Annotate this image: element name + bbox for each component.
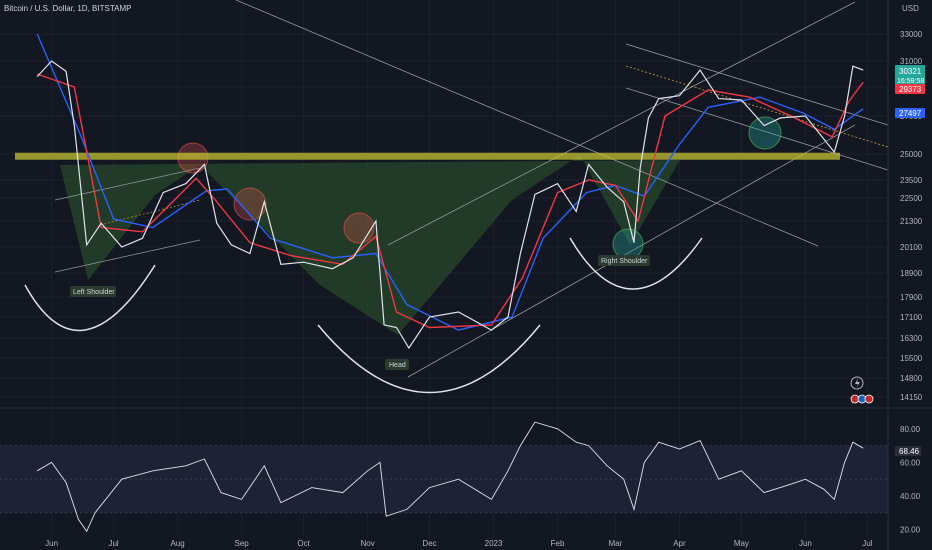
head-arc[interactable] xyxy=(317,324,541,394)
time-axis[interactable]: Jun Jul Aug Sep Oct Nov Dec 2023 Feb Mar Apr May Jun… xyxy=(45,539,873,548)
slow-ma-tag-box xyxy=(895,108,925,118)
annotation-left-shoulder[interactable]: Left Shoulder xyxy=(70,286,116,297)
neckline-zone[interactable] xyxy=(15,152,840,160)
rsi-tick-label: 60.00 xyxy=(900,458,921,467)
trend-line-1[interactable] xyxy=(235,0,819,247)
lightning-icon[interactable] xyxy=(850,376,864,390)
price-tick-label: 23500 xyxy=(900,176,923,185)
highlight-circle-5[interactable] xyxy=(748,116,782,150)
time-tick-label: Jun xyxy=(799,539,812,548)
time-tick-label: May xyxy=(734,539,749,548)
bar-countdown: 16:59:58 xyxy=(897,78,924,85)
price-tick-label: 15500 xyxy=(900,354,923,363)
channel-midline[interactable] xyxy=(625,65,889,148)
slow-ma-line xyxy=(36,33,864,331)
price-tick-label: 25000 xyxy=(900,150,923,159)
annotation-left-shoulder-box xyxy=(70,286,116,297)
rsi-axis[interactable]: 20.00 40.00 60.00 80.00 xyxy=(900,425,921,535)
price-tick-label: 33000 xyxy=(900,30,923,39)
last-price-tag-box xyxy=(895,65,925,85)
left-shoulder-channel-top[interactable] xyxy=(54,167,201,201)
time-tick-label: Mar xyxy=(609,539,623,548)
left-shoulder-arc[interactable] xyxy=(24,264,156,332)
annotation-left-shoulder-text: Left Shoulder xyxy=(73,289,115,296)
time-tick-label: Jul xyxy=(108,539,118,548)
time-tick-label: Nov xyxy=(360,539,374,548)
annotation-right-shoulder-box xyxy=(598,255,650,266)
rsi-tick-label: 20.00 xyxy=(900,526,921,535)
price-tick-label: 17100 xyxy=(900,313,923,322)
fast-ma-line xyxy=(36,73,864,329)
highlight-circle-3[interactable] xyxy=(343,212,375,244)
time-tick-label: Feb xyxy=(551,539,565,548)
time-tick-label: Dec xyxy=(422,539,436,548)
rsi-reference-lines xyxy=(0,445,888,514)
flag-icons[interactable] xyxy=(850,394,874,404)
trend-line-3[interactable] xyxy=(407,124,856,378)
slow-ma-value: 27497 xyxy=(899,109,922,118)
highlight-circle-2[interactable] xyxy=(233,187,267,221)
trend-line-2[interactable] xyxy=(387,1,856,246)
time-tick-label: 2023 xyxy=(485,539,503,548)
price-tick-label: 14150 xyxy=(900,393,923,402)
drawing-layer[interactable] xyxy=(24,0,889,394)
flag-icon-3 xyxy=(864,394,874,404)
price-tick-label: 16300 xyxy=(900,334,923,343)
price-tick-label: 17900 xyxy=(900,293,923,302)
annotation-right-shoulder-text: Right Shoulder xyxy=(601,258,648,265)
price-tick-label: 22500 xyxy=(900,194,923,203)
fast-ma-tag: 29373 xyxy=(895,84,925,94)
price-tick-label: 20100 xyxy=(900,243,923,252)
fast-ma-tag-box xyxy=(895,84,925,94)
price-tick-label: 14800 xyxy=(900,374,923,383)
price-tick-label: 21300 xyxy=(900,217,923,226)
time-tick-label: Jul xyxy=(862,539,872,548)
last-price-value: 30321 xyxy=(899,67,922,76)
rsi-tick-label: 40.00 xyxy=(900,492,921,501)
highlight-circle-4[interactable] xyxy=(612,228,644,260)
chart-title[interactable]: Bitcoin / U.S. Dollar, 1D, BITSTAMP xyxy=(4,4,131,13)
slow-ma-tag: 27497 xyxy=(895,108,925,118)
last-price-tag: 30321 16:59:58 xyxy=(895,65,925,85)
annotation-head-box xyxy=(385,359,409,370)
annotation-head[interactable]: Head xyxy=(385,359,409,370)
currency-label: USD xyxy=(902,4,919,13)
rsi-band xyxy=(0,445,888,513)
rsi-line xyxy=(36,421,864,533)
annotation-head-text: Head xyxy=(389,362,406,369)
rsi-value: 68.46 xyxy=(899,447,920,456)
annotation-right-shoulder[interactable]: Right Shoulder xyxy=(598,255,650,266)
lightning-icon-ring xyxy=(850,376,864,390)
inverse-head-and-shoulders-fill xyxy=(60,155,680,335)
rsi-value-tag: 68.46 xyxy=(895,446,921,456)
price-line xyxy=(36,60,864,350)
left-shoulder-channel-bottom[interactable] xyxy=(54,239,201,273)
rsi-value-tag-box xyxy=(895,446,921,456)
time-tick-label: Sep xyxy=(235,539,250,548)
time-tick-label: Apr xyxy=(673,539,686,548)
time-tick-label: Jun xyxy=(45,539,58,548)
channel-line-bottom[interactable] xyxy=(625,87,889,171)
time-tick-label: Oct xyxy=(297,539,310,548)
price-tick-label: 31000 xyxy=(900,57,923,66)
time-tick-label: Aug xyxy=(170,539,184,548)
right-shoulder-arc[interactable] xyxy=(569,237,703,290)
left-shoulder-mid[interactable] xyxy=(99,199,201,226)
rsi-tick-label: 80.00 xyxy=(900,425,921,434)
price-tick-label: 18900 xyxy=(900,269,923,278)
lightning-icon-bolt xyxy=(855,378,860,388)
fast-ma-value: 29373 xyxy=(899,85,922,94)
